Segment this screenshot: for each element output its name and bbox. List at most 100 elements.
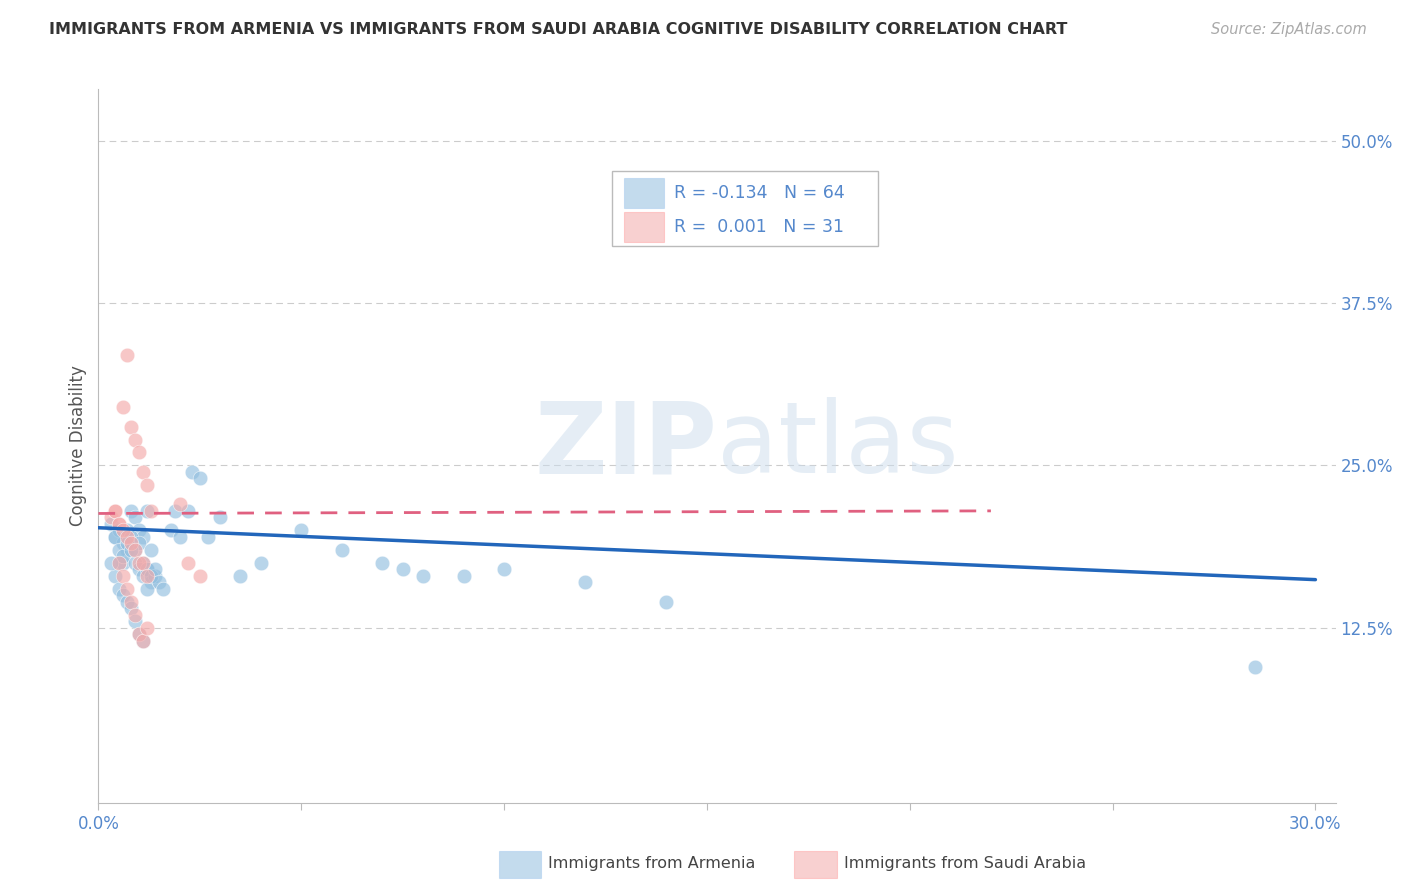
Point: [132, 633, 155, 648]
Point: [132, 633, 155, 648]
Point: [132, 530, 155, 544]
Point: [132, 465, 155, 479]
Point: [124, 614, 146, 628]
Point: [330, 542, 353, 557]
Point: [169, 530, 191, 544]
Point: [136, 568, 159, 582]
Point: [104, 530, 127, 544]
Point: [111, 588, 134, 602]
Point: [197, 530, 219, 544]
Point: [128, 556, 150, 570]
Point: [290, 524, 312, 538]
Y-axis label: Cognitive Disability: Cognitive Disability: [69, 366, 87, 526]
Point: [136, 562, 159, 576]
Point: [111, 556, 134, 570]
Point: [115, 595, 138, 609]
Point: [104, 568, 127, 582]
Point: [141, 568, 163, 582]
Point: [120, 601, 142, 615]
Point: [124, 510, 146, 524]
Point: [120, 530, 142, 544]
Point: [104, 504, 127, 518]
Point: [371, 556, 394, 570]
Text: Immigrants from Armenia: Immigrants from Armenia: [548, 856, 755, 871]
Point: [132, 556, 155, 570]
Point: [115, 542, 138, 557]
Point: [143, 562, 166, 576]
Point: [655, 595, 678, 609]
Point: [128, 562, 150, 576]
Text: R = -0.134   N = 64: R = -0.134 N = 64: [673, 184, 845, 202]
Point: [100, 516, 122, 531]
Point: [120, 542, 142, 557]
Point: [128, 536, 150, 550]
Point: [176, 504, 198, 518]
Point: [107, 542, 129, 557]
Point: [124, 433, 146, 447]
Point: [412, 568, 434, 582]
Point: [107, 516, 129, 531]
FancyBboxPatch shape: [612, 171, 877, 246]
Point: [124, 542, 146, 557]
Point: [132, 556, 155, 570]
Point: [574, 575, 596, 590]
Point: [111, 568, 134, 582]
Text: ZIP: ZIP: [534, 398, 717, 494]
Point: [180, 465, 202, 479]
Point: [111, 400, 134, 414]
Point: [128, 524, 150, 538]
Text: Immigrants from Saudi Arabia: Immigrants from Saudi Arabia: [844, 856, 1085, 871]
Point: [107, 556, 129, 570]
Point: [111, 549, 134, 564]
Point: [115, 524, 138, 538]
Point: [132, 568, 155, 582]
Point: [143, 568, 166, 582]
Point: [115, 536, 138, 550]
Point: [104, 530, 127, 544]
FancyBboxPatch shape: [624, 178, 664, 208]
Point: [188, 471, 211, 485]
FancyBboxPatch shape: [624, 212, 664, 242]
Point: [152, 582, 174, 596]
Point: [1243, 659, 1265, 673]
Point: [136, 504, 159, 518]
Point: [494, 562, 516, 576]
Point: [124, 556, 146, 570]
Point: [136, 562, 159, 576]
Point: [107, 582, 129, 596]
Point: [115, 582, 138, 596]
Point: [160, 524, 183, 538]
Point: [100, 510, 122, 524]
Point: [136, 621, 159, 635]
Point: [136, 478, 159, 492]
Point: [128, 627, 150, 641]
Point: [136, 582, 159, 596]
Text: R =  0.001   N = 31: R = 0.001 N = 31: [673, 218, 844, 235]
Point: [115, 348, 138, 362]
Point: [107, 524, 129, 538]
Point: [111, 536, 134, 550]
Point: [165, 504, 187, 518]
Point: [124, 607, 146, 622]
Point: [120, 504, 142, 518]
Point: [120, 419, 142, 434]
Point: [115, 530, 138, 544]
Point: [148, 575, 170, 590]
Point: [104, 504, 127, 518]
Point: [120, 536, 142, 550]
Point: [229, 568, 252, 582]
Point: [107, 556, 129, 570]
Point: [100, 556, 122, 570]
Point: [453, 568, 475, 582]
Point: [176, 556, 198, 570]
Text: Source: ZipAtlas.com: Source: ZipAtlas.com: [1211, 22, 1367, 37]
Point: [188, 568, 211, 582]
Point: [391, 562, 413, 576]
Point: [107, 516, 129, 531]
Point: [124, 542, 146, 557]
Point: [141, 575, 163, 590]
Point: [169, 497, 191, 511]
Point: [249, 556, 271, 570]
Point: [128, 445, 150, 459]
Point: [141, 542, 163, 557]
